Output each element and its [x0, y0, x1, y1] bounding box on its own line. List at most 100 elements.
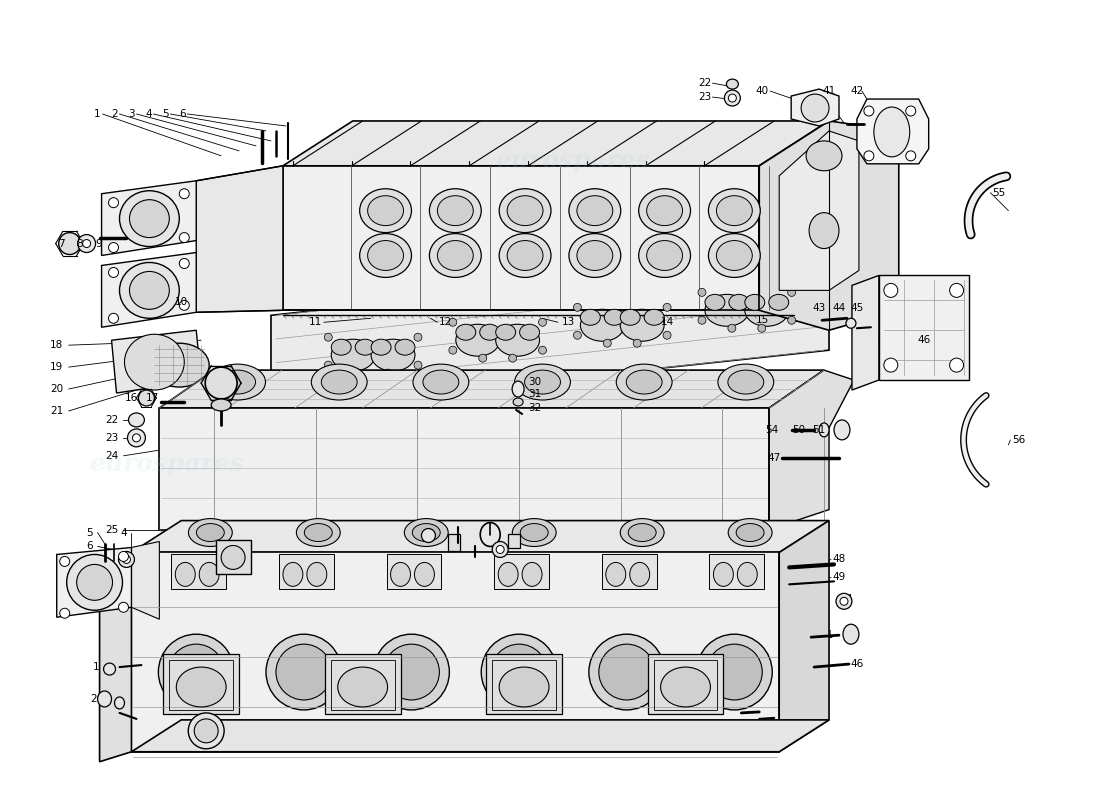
Ellipse shape — [206, 367, 238, 399]
Text: 6: 6 — [179, 109, 186, 119]
Ellipse shape — [179, 233, 189, 242]
Text: 56: 56 — [1012, 435, 1025, 445]
Ellipse shape — [496, 324, 516, 340]
Ellipse shape — [179, 300, 189, 310]
Ellipse shape — [266, 634, 342, 710]
Text: 11: 11 — [309, 318, 322, 327]
Ellipse shape — [499, 234, 551, 278]
Ellipse shape — [422, 370, 459, 394]
Text: 26: 26 — [90, 694, 103, 704]
Text: 30: 30 — [528, 377, 541, 387]
Text: 6: 6 — [86, 542, 92, 551]
Ellipse shape — [67, 554, 122, 610]
Ellipse shape — [283, 562, 302, 586]
Ellipse shape — [864, 106, 873, 116]
Text: 40: 40 — [756, 86, 769, 96]
Ellipse shape — [78, 234, 96, 253]
Text: 8: 8 — [76, 238, 82, 249]
Ellipse shape — [59, 608, 69, 618]
Text: 17: 17 — [146, 393, 160, 403]
Ellipse shape — [481, 634, 557, 710]
Ellipse shape — [883, 358, 898, 372]
Text: 49: 49 — [833, 572, 846, 582]
Ellipse shape — [737, 562, 757, 586]
Ellipse shape — [82, 239, 90, 247]
Polygon shape — [111, 330, 201, 393]
Text: 15: 15 — [756, 315, 769, 326]
Ellipse shape — [188, 518, 232, 546]
Ellipse shape — [507, 196, 543, 226]
Ellipse shape — [758, 324, 766, 332]
Ellipse shape — [525, 370, 561, 394]
Ellipse shape — [513, 518, 557, 546]
Text: 45: 45 — [850, 303, 864, 314]
Text: 50: 50 — [793, 425, 805, 435]
Ellipse shape — [499, 667, 549, 707]
Text: 38: 38 — [504, 519, 517, 530]
Ellipse shape — [629, 562, 650, 586]
Ellipse shape — [520, 523, 548, 542]
Ellipse shape — [307, 562, 327, 586]
Text: 51: 51 — [813, 425, 826, 435]
Ellipse shape — [706, 644, 762, 700]
Ellipse shape — [199, 562, 219, 586]
Ellipse shape — [745, 294, 789, 326]
Ellipse shape — [647, 196, 682, 226]
Ellipse shape — [728, 324, 736, 332]
Ellipse shape — [499, 189, 551, 233]
Ellipse shape — [519, 324, 539, 340]
Ellipse shape — [122, 555, 131, 563]
Ellipse shape — [696, 634, 772, 710]
Ellipse shape — [338, 667, 387, 707]
Ellipse shape — [412, 523, 440, 542]
Ellipse shape — [211, 399, 231, 411]
Text: 37: 37 — [462, 539, 475, 550]
Text: eurospares: eurospares — [495, 149, 650, 173]
Ellipse shape — [573, 331, 582, 339]
Ellipse shape — [103, 663, 116, 675]
Text: 12: 12 — [439, 318, 452, 327]
Ellipse shape — [478, 354, 486, 362]
Ellipse shape — [840, 598, 848, 606]
Text: 34: 34 — [433, 519, 447, 530]
Ellipse shape — [120, 190, 179, 246]
Ellipse shape — [331, 339, 351, 355]
Bar — [324, 654, 400, 714]
Ellipse shape — [360, 234, 411, 278]
Ellipse shape — [405, 518, 448, 546]
Text: 23: 23 — [697, 92, 711, 102]
Bar — [169, 660, 233, 710]
Ellipse shape — [367, 196, 404, 226]
Ellipse shape — [179, 258, 189, 269]
Polygon shape — [101, 253, 196, 327]
Ellipse shape — [129, 413, 144, 427]
Ellipse shape — [834, 420, 850, 440]
Polygon shape — [857, 99, 928, 164]
Polygon shape — [851, 275, 879, 390]
Text: 3: 3 — [128, 109, 135, 119]
Bar — [648, 654, 724, 714]
Ellipse shape — [438, 196, 473, 226]
Ellipse shape — [77, 565, 112, 600]
Text: 51: 51 — [821, 630, 834, 640]
Ellipse shape — [522, 562, 542, 586]
Ellipse shape — [384, 369, 392, 377]
Ellipse shape — [132, 434, 141, 442]
Polygon shape — [160, 370, 824, 408]
Polygon shape — [879, 275, 968, 380]
Ellipse shape — [429, 234, 481, 278]
Ellipse shape — [949, 283, 964, 298]
Text: 48: 48 — [833, 554, 846, 565]
Text: 5: 5 — [86, 527, 92, 538]
Polygon shape — [271, 255, 829, 410]
Ellipse shape — [311, 364, 367, 400]
Ellipse shape — [788, 288, 795, 296]
Ellipse shape — [581, 310, 624, 342]
Ellipse shape — [109, 242, 119, 253]
Ellipse shape — [647, 241, 682, 270]
Text: 5: 5 — [162, 109, 168, 119]
Ellipse shape — [390, 562, 410, 586]
Bar — [449, 534, 460, 551]
Ellipse shape — [883, 283, 898, 298]
Ellipse shape — [513, 398, 524, 406]
